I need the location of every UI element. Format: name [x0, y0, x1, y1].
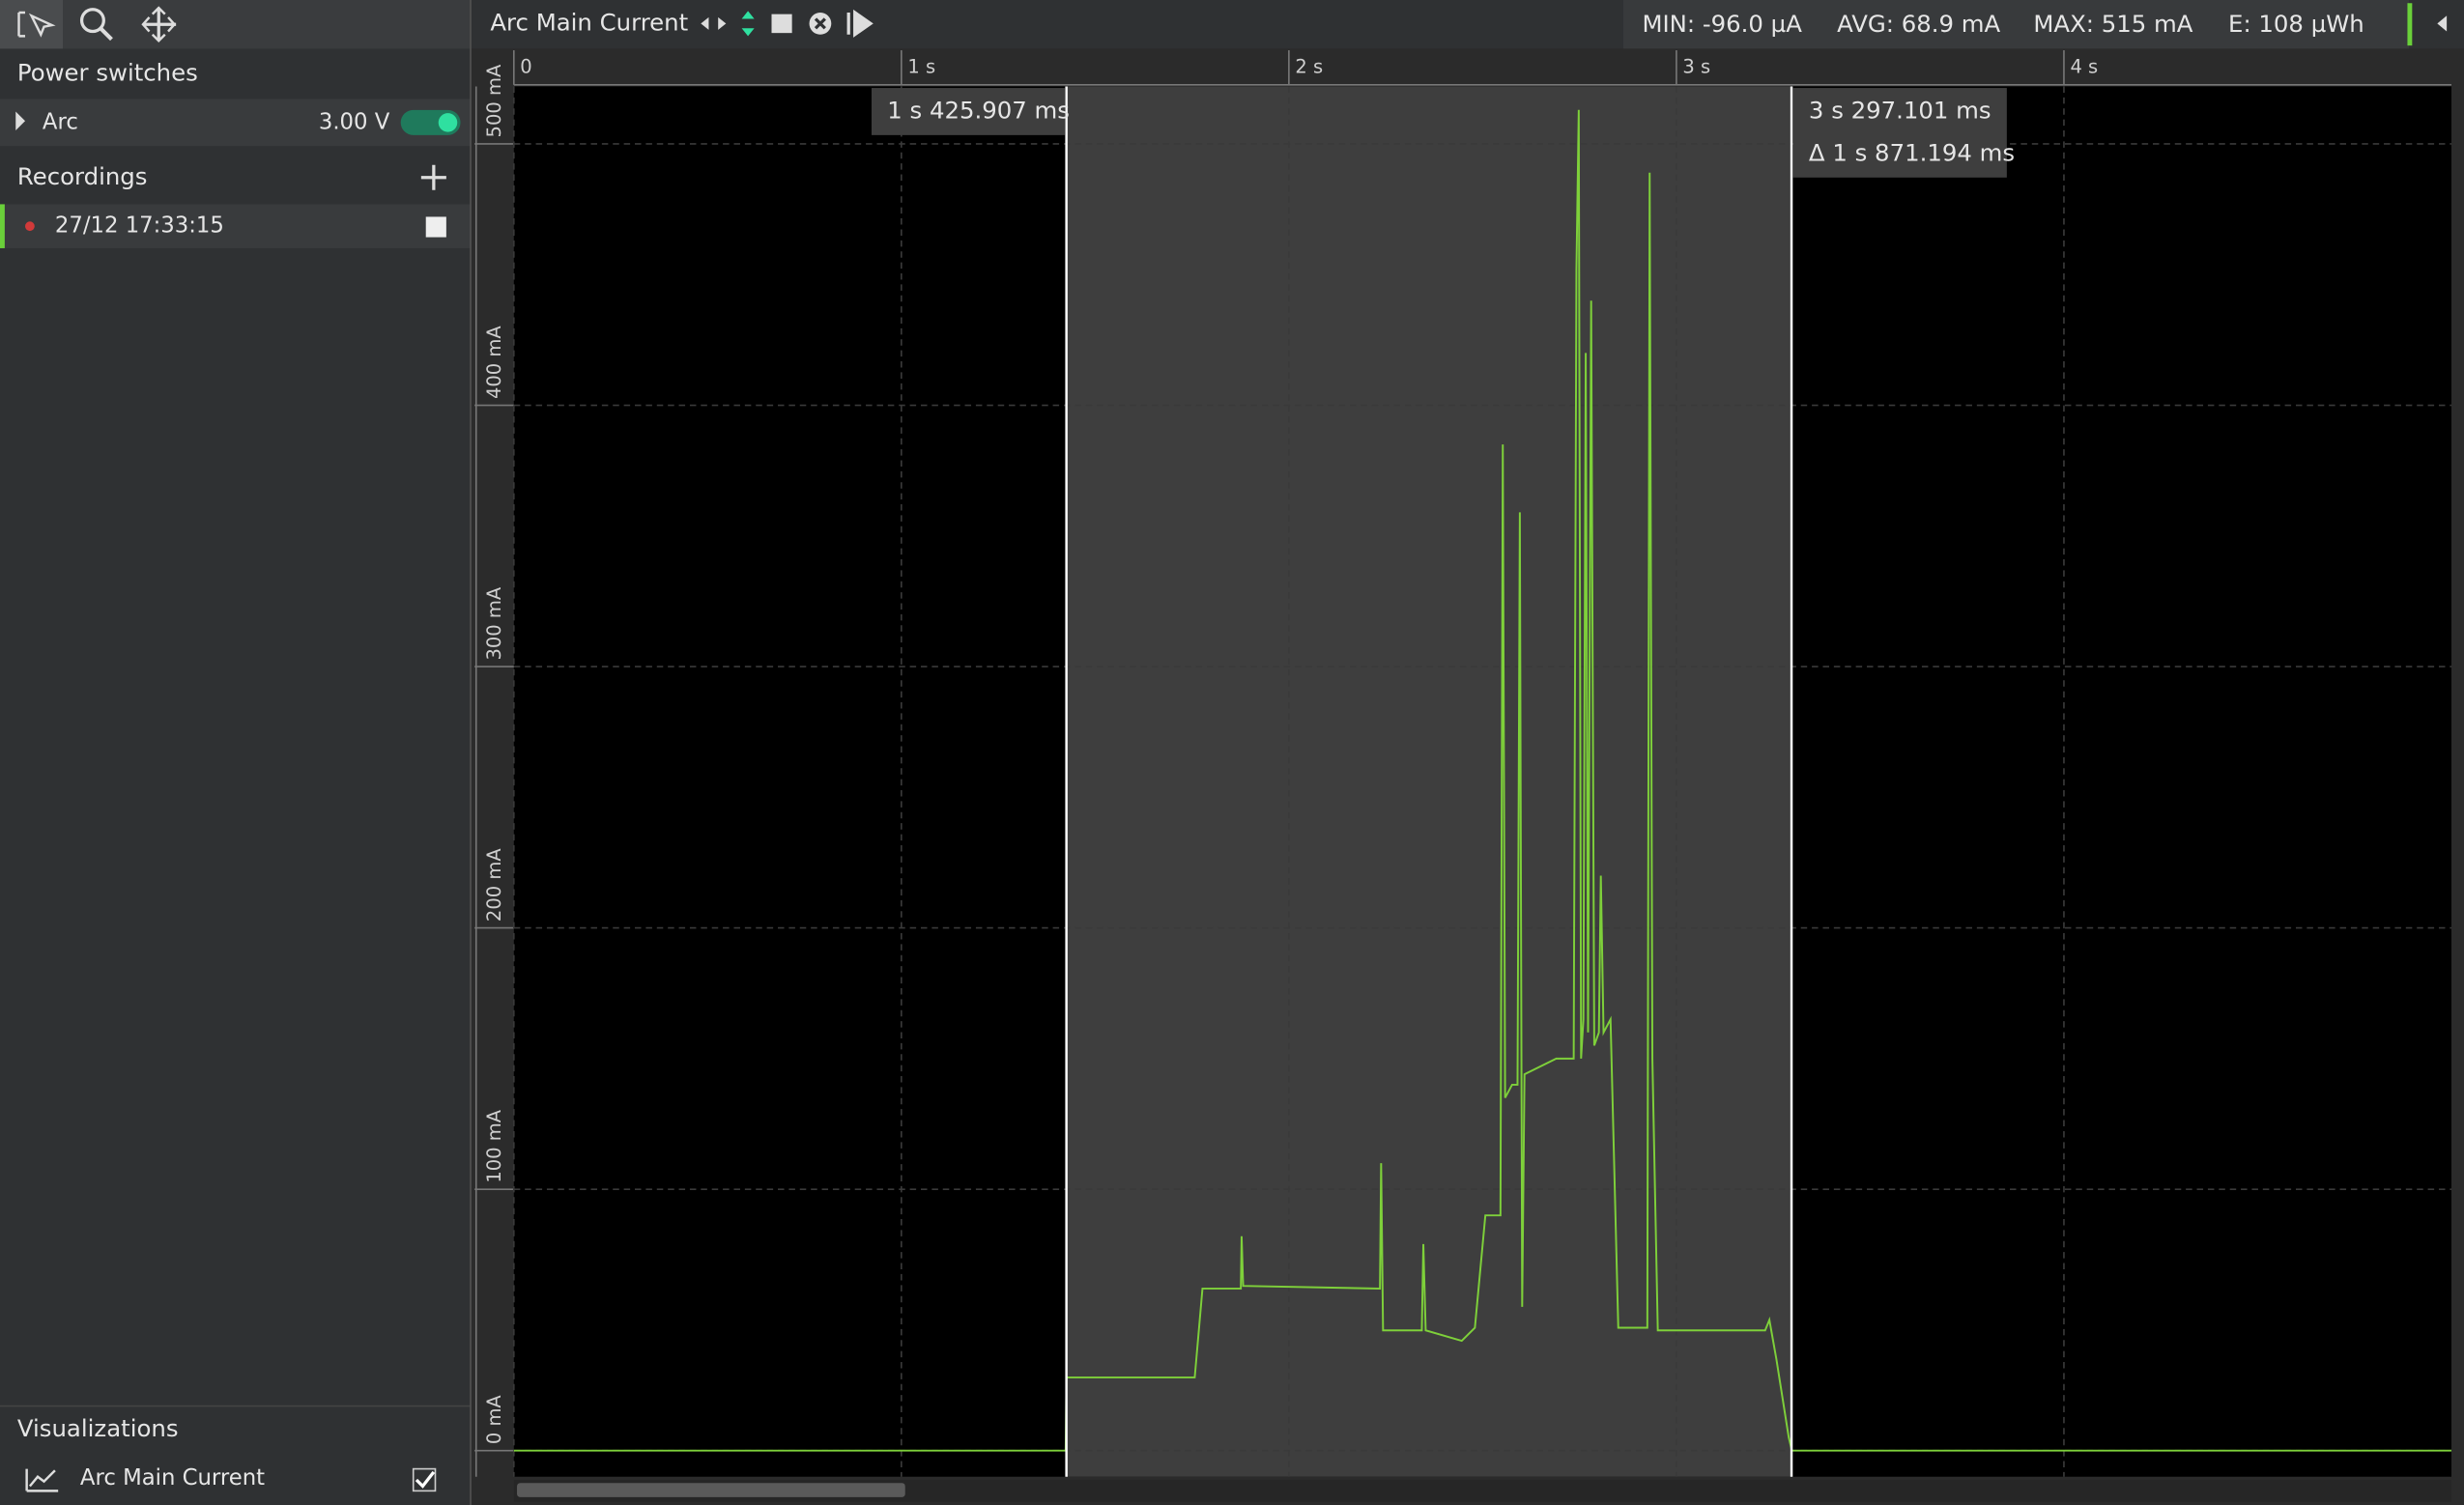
voltage: 3.00 V	[319, 109, 390, 134]
selection-region	[1066, 86, 1792, 1477]
stats-bar	[1622, 0, 2410, 49]
record-dot	[25, 221, 35, 232]
fit-y-button[interactable]	[741, 11, 755, 37]
stop-button[interactable]	[425, 216, 446, 238]
y-tick-label: 500 mA	[483, 64, 505, 137]
toggle[interactable]	[400, 109, 461, 135]
fit-x-button[interactable]	[701, 16, 727, 30]
x-tick-label: 2 s	[1295, 55, 1323, 77]
tool-bar	[0, 0, 471, 49]
recording-time: 27/12 17:33:15	[55, 213, 224, 239]
collapse-button[interactable]	[2437, 15, 2448, 32]
trace	[513, 109, 2451, 1452]
switch-name: Arc	[43, 109, 78, 134]
window-button[interactable]	[771, 14, 792, 34]
y-tick-label: 300 mA	[483, 586, 505, 660]
visualization-checkbox[interactable]	[412, 1467, 437, 1492]
active-indicator	[0, 204, 5, 248]
y-tick-label: 100 mA	[483, 1109, 505, 1182]
trace-color	[2407, 3, 2413, 46]
scrollbar-track	[513, 1479, 2451, 1502]
visualization-name: Arc Main Current	[80, 1465, 265, 1491]
trace-name: Arc Main Current	[490, 8, 688, 36]
switch-row	[0, 99, 471, 147]
cursor-label: 3 s 297.101 ms	[1809, 96, 1991, 124]
pan-tool[interactable]	[141, 6, 177, 43]
select-tool[interactable]	[0, 0, 64, 49]
section-title: Power switches	[17, 58, 198, 86]
section-title: Recordings	[17, 162, 148, 190]
stat: AVG: 68.9 mA	[1837, 10, 2000, 38]
y-tick-label: 0 mA	[483, 1395, 505, 1445]
x-tick-label: 1 s	[907, 55, 935, 77]
cursor-label-box	[1792, 88, 2007, 178]
x-tick-label: 4 s	[2070, 55, 2098, 77]
recording-row[interactable]	[0, 204, 471, 248]
add-button[interactable]	[420, 164, 446, 190]
sidebar	[0, 0, 471, 1505]
section-title: Visualizations	[17, 1414, 179, 1442]
x-tick-label: 0	[520, 55, 531, 77]
y-tick-label: 400 mA	[483, 326, 505, 399]
x-tick-label: 3 s	[1682, 55, 1710, 77]
clear-button[interactable]	[809, 13, 832, 35]
stat: MAX: 515 mA	[2033, 10, 2192, 38]
live-button[interactable]	[846, 9, 874, 38]
chart-icon	[25, 1468, 59, 1492]
stat: MIN: -96.0 µA	[1642, 10, 1802, 38]
cursor-label-box	[871, 88, 1066, 135]
expand-icon[interactable]	[15, 111, 26, 130]
y-tick-label: 200 mA	[483, 848, 505, 922]
zoom-tool[interactable]	[79, 8, 113, 42]
scrollbar-thumb[interactable]	[517, 1483, 905, 1497]
cursor-label: 1 s 425.907 ms	[887, 96, 1070, 124]
delta-label: Δ 1 s 871.194 ms	[1809, 138, 2015, 166]
stat: E: 108 µWh	[2228, 10, 2364, 38]
